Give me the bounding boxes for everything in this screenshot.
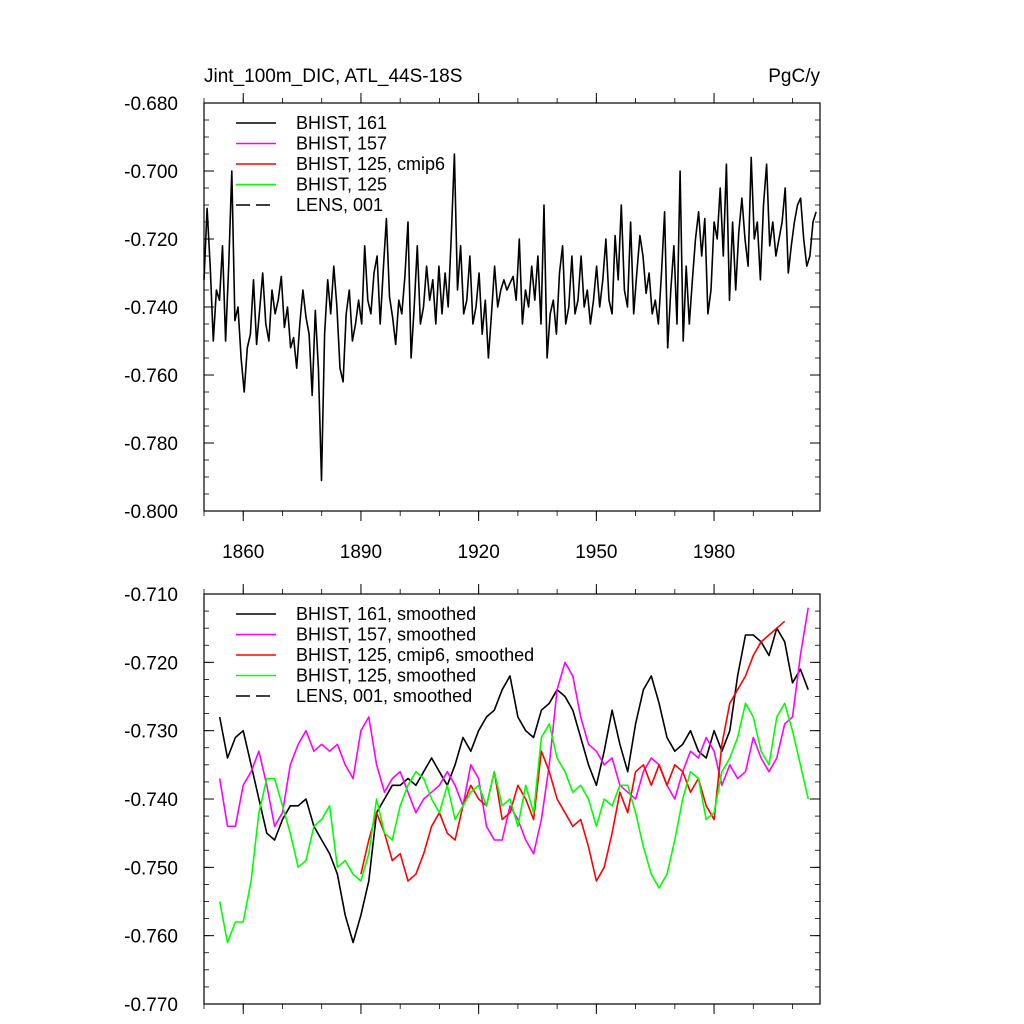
series-line-3	[360, 620, 786, 882]
x-tick-label: 1890	[340, 542, 382, 563]
top-ticks: -0.800 -0.780 -0.760 -0.740 -0.720 -0.700 -0.6…	[124, 93, 820, 563]
y-tick-label: -0.700	[124, 162, 178, 183]
legend-label: BHIST, 157, smoothed	[296, 625, 476, 645]
legend-label: BHIST, 161, smoothed	[296, 604, 476, 624]
y-tick-label: -0.680	[124, 94, 178, 115]
legend-label: BHIST, 161	[296, 113, 387, 133]
bottom-panel: -0.770 -0.760 -0.750 -0.740 -0.730 -0.720 -0.7…	[124, 584, 821, 1016]
y-tick-label: -0.750	[124, 858, 178, 879]
top-chart-units: PgC/y	[768, 66, 820, 87]
legend-label: LENS, 001	[296, 195, 383, 215]
y-tick-label: -0.760	[124, 927, 178, 948]
x-tick-label: 1980	[693, 542, 735, 563]
bottom-ticks: -0.770 -0.760 -0.750 -0.740 -0.730 -0.720 -0.7…	[124, 584, 820, 1016]
legend-label: LENS, 001, smoothed	[296, 686, 472, 706]
legend-label: BHIST, 125, cmip6, smoothed	[296, 645, 534, 665]
top-series-lines	[203, 153, 817, 482]
bottom-series-lines	[218, 607, 809, 944]
y-tick-label: -0.800	[124, 502, 178, 523]
series-line-4	[218, 702, 809, 944]
top-panel: -0.800 -0.780 -0.760 -0.740 -0.720 -0.700 -0.6…	[124, 93, 821, 563]
legend-label: BHIST, 125	[296, 175, 387, 195]
y-tick-label: -0.720	[124, 230, 178, 251]
x-tick-label: 1860	[222, 542, 264, 563]
y-tick-label: -0.710	[124, 585, 178, 606]
y-tick-label: -0.720	[124, 653, 178, 674]
top-chart-title: Jint_100m_DIC, ATL_44S-18S	[204, 66, 462, 87]
legend-label: BHIST, 157	[296, 134, 387, 154]
y-tick-label: -0.740	[124, 298, 178, 319]
x-tick-label: 1950	[575, 542, 617, 563]
legend-label: BHIST, 125, smoothed	[296, 666, 476, 686]
x-tick-label: 1920	[458, 542, 500, 563]
legend-label: BHIST, 125, cmip6	[296, 154, 445, 174]
y-tick-label: -0.730	[124, 722, 178, 743]
y-tick-label: -0.780	[124, 434, 178, 455]
series-line-1	[203, 153, 817, 482]
y-tick-label: -0.760	[124, 366, 178, 387]
y-tick-label: -0.740	[124, 790, 178, 811]
y-tick-label: -0.770	[124, 995, 178, 1016]
